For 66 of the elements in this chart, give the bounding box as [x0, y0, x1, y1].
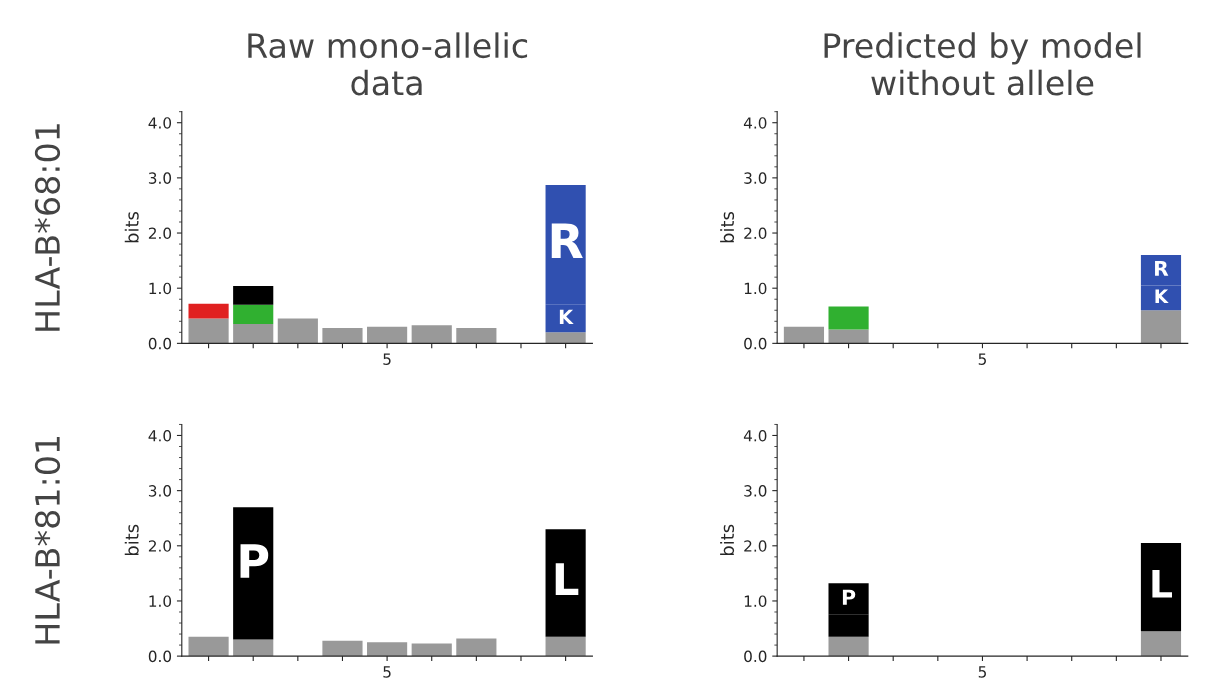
- chart-title: Predicted by model without allele: [824, 32, 1141, 96]
- y-tick-label: 3.0: [148, 172, 172, 184]
- series-label: R: [551, 223, 583, 258]
- x-tick-label: 5: [978, 353, 986, 365]
- bar: [188, 636, 229, 657]
- bar: [828, 329, 869, 344]
- series-label: P: [842, 589, 856, 605]
- bar: [545, 332, 586, 344]
- y-tick-label: 4.0: [743, 117, 767, 129]
- y-tick-label: 2.0: [148, 227, 172, 240]
- y-tick-label: 0.0: [148, 650, 172, 663]
- bar: [188, 318, 229, 344]
- bar: [1140, 543, 1182, 632]
- bar: [322, 640, 363, 657]
- x-tick-label: 5: [383, 353, 391, 365]
- series-label: K: [559, 309, 574, 324]
- y-tick-label: 1.0: [149, 282, 172, 295]
- y-tick-label: 0.0: [148, 337, 172, 350]
- x-tick-label: 5: [383, 666, 391, 678]
- y-tick-label: 4.0: [743, 429, 767, 442]
- bar: [828, 306, 869, 330]
- bar: [188, 303, 229, 319]
- y-tick-label: 3.0: [148, 485, 172, 497]
- y-tick-label: 2.0: [148, 540, 172, 552]
- y-tick-label: 4.0: [148, 429, 172, 442]
- bar: [545, 529, 586, 637]
- bar: [411, 643, 452, 657]
- bar: [411, 325, 452, 344]
- bar: [233, 324, 274, 344]
- series-label: K: [1155, 289, 1169, 303]
- y-tick-label: 0.0: [744, 650, 767, 663]
- bar: [1140, 631, 1182, 657]
- bar: [233, 304, 274, 325]
- series-label: P: [240, 544, 269, 578]
- bar: [783, 326, 825, 344]
- bar: [277, 318, 318, 344]
- y-axis-title: bits: [720, 524, 735, 556]
- y-tick-label: 1.0: [744, 282, 767, 295]
- bar: [233, 639, 274, 657]
- bar: [367, 326, 408, 344]
- y-tick-label: 2.0: [744, 540, 767, 552]
- y-tick-label: 1.0: [149, 595, 172, 607]
- y-tick-label: 2.0: [744, 227, 767, 240]
- chart-title: Raw mono-allelic data: [248, 32, 528, 96]
- y-tick-label: 3.0: [744, 172, 767, 184]
- y-axis-title: bits: [720, 211, 735, 243]
- y-tick-label: 3.0: [744, 485, 767, 497]
- y-axis-title: bits: [124, 524, 139, 556]
- series-label: L: [1152, 570, 1172, 598]
- bar: [456, 327, 497, 344]
- series-label: L: [555, 563, 579, 596]
- y-axis-title: bits: [124, 211, 139, 243]
- text: HLA-B*68:01: [34, 124, 61, 331]
- bar: [367, 642, 408, 657]
- bar: [233, 285, 274, 305]
- bar: [545, 636, 586, 657]
- bar: [1140, 310, 1182, 344]
- y-tick-label: 0.0: [744, 337, 767, 350]
- y-tick-label: 1.0: [744, 595, 767, 607]
- bar: [828, 636, 869, 657]
- bar: [322, 327, 363, 344]
- series-label: R: [1155, 261, 1169, 276]
- x-tick-label: 5: [978, 666, 986, 678]
- y-tick-label: 4.0: [148, 117, 172, 129]
- bar: [456, 638, 497, 657]
- text: HLA-B*81:01: [34, 436, 61, 644]
